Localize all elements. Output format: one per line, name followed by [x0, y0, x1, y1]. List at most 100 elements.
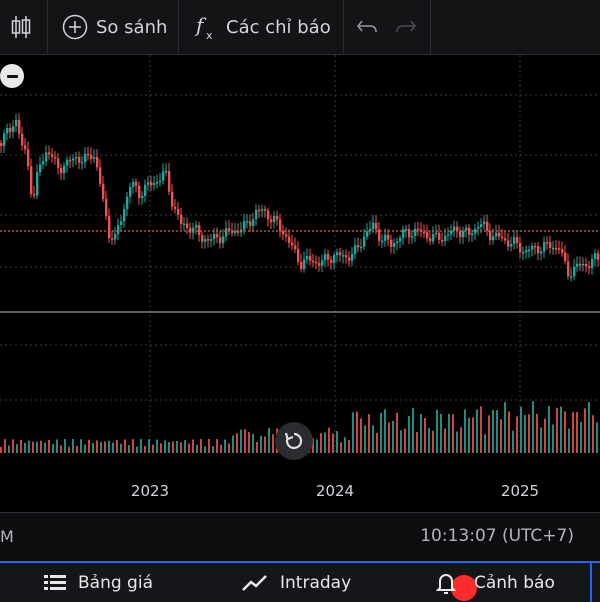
- volume-bar: [24, 442, 26, 453]
- nav-intraday[interactable]: Intraday: [242, 563, 351, 602]
- candle-body: [441, 240, 444, 242]
- volume-bar: [124, 439, 126, 453]
- candle-body: [588, 266, 591, 269]
- volume-bar: [364, 425, 366, 453]
- candle-body: [342, 255, 345, 257]
- volume-bar: [540, 427, 542, 453]
- volume-bar: [4, 439, 6, 453]
- candle-body: [528, 249, 531, 252]
- candle-body: [543, 241, 546, 252]
- candle-body: [282, 230, 285, 235]
- volume-bar: [456, 431, 458, 453]
- candle-body: [465, 227, 468, 231]
- candle-body: [117, 225, 120, 234]
- volume-bar: [504, 402, 506, 453]
- volume-bar: [32, 441, 34, 453]
- nav-intraday-label: Intraday: [280, 572, 352, 593]
- candle-body: [357, 245, 360, 248]
- volume-bar: [96, 440, 98, 453]
- candle-body: [378, 229, 381, 241]
- volume-bar: [472, 417, 474, 453]
- candle-body: [303, 259, 306, 270]
- candle-body: [3, 133, 6, 146]
- volume-bar: [560, 406, 562, 453]
- reset-chart-button[interactable]: [275, 422, 313, 460]
- candle-body: [447, 234, 450, 236]
- candle-body: [525, 249, 528, 253]
- volume-bar: [116, 440, 118, 453]
- collapse-toolbar-button[interactable]: [0, 64, 24, 88]
- candle-body: [432, 234, 435, 242]
- line-chart-icon: [242, 574, 267, 591]
- candle-body: [192, 227, 195, 233]
- candle-body: [459, 231, 462, 238]
- nav-alerts[interactable]: Cảnh báo: [436, 563, 555, 602]
- volume-bar: [460, 427, 462, 453]
- candle-body: [306, 256, 309, 260]
- candle-body: [99, 167, 102, 184]
- chart-type-button[interactable]: [10, 0, 32, 54]
- price-chart[interactable]: 2023 2024 2025: [0, 55, 600, 505]
- candle-body: [567, 261, 570, 277]
- candle-body: [243, 221, 246, 230]
- candle-body: [393, 243, 396, 247]
- candle-body: [213, 233, 216, 240]
- candle-body: [258, 209, 261, 212]
- candle-body: [429, 238, 432, 242]
- redo-button[interactable]: [395, 0, 417, 54]
- candle-body: [276, 215, 279, 220]
- volume-bar: [172, 441, 174, 453]
- volume-bar: [156, 439, 158, 453]
- undo-button[interactable]: [356, 0, 378, 54]
- volume-bar: [384, 409, 386, 453]
- volume-bar: [508, 411, 510, 453]
- candle-body: [549, 242, 552, 248]
- volume-bar: [552, 424, 554, 453]
- candle-body: [354, 245, 357, 254]
- candle-body: [558, 248, 561, 250]
- candle-body: [0, 143, 3, 146]
- candle-body: [159, 180, 162, 183]
- volume-bar: [220, 444, 222, 453]
- volume-bar: [168, 442, 170, 453]
- volume-bar: [208, 439, 210, 453]
- volume-bar: [196, 444, 198, 453]
- candle-body: [333, 255, 336, 263]
- candle-body: [573, 266, 576, 277]
- candle-body: [489, 230, 492, 241]
- compare-button[interactable]: So sánh: [62, 0, 167, 54]
- candle-body: [30, 166, 33, 195]
- candle-body: [297, 249, 300, 262]
- volume-bar: [448, 413, 450, 453]
- volume-bar: [212, 446, 214, 453]
- volume-bar: [588, 402, 590, 453]
- candle-body: [21, 133, 24, 146]
- minus-icon: [6, 74, 18, 78]
- volume-bar: [200, 439, 202, 453]
- volume-bar: [244, 429, 246, 453]
- toolbar-divider: [178, 0, 179, 54]
- candle-body: [480, 224, 483, 228]
- toolbar-divider: [343, 0, 344, 54]
- candle-body: [36, 172, 39, 196]
- volume-bar: [8, 445, 10, 453]
- candle-body: [552, 247, 555, 250]
- volume-bar: [88, 439, 90, 453]
- volume-bar: [536, 413, 538, 453]
- volume-bar: [248, 432, 250, 453]
- candle-body: [492, 236, 495, 241]
- current-time: 10:13:07 (UTC+7): [420, 526, 574, 546]
- candle-body: [51, 154, 54, 157]
- volume-bar: [324, 432, 326, 453]
- candle-body: [423, 231, 426, 234]
- indicators-button[interactable]: f x Các chỉ báo: [194, 0, 331, 54]
- candle-body: [285, 234, 288, 237]
- candle-body: [369, 228, 372, 232]
- nav-price-board[interactable]: Bảng giá: [44, 563, 153, 602]
- volume-bar: [260, 435, 262, 453]
- candle-body: [138, 185, 141, 198]
- candle-body: [564, 252, 567, 262]
- volume-bar: [464, 409, 466, 453]
- volume-bar: [80, 439, 82, 453]
- chart-canvas[interactable]: 2023 2024 2025: [0, 55, 600, 505]
